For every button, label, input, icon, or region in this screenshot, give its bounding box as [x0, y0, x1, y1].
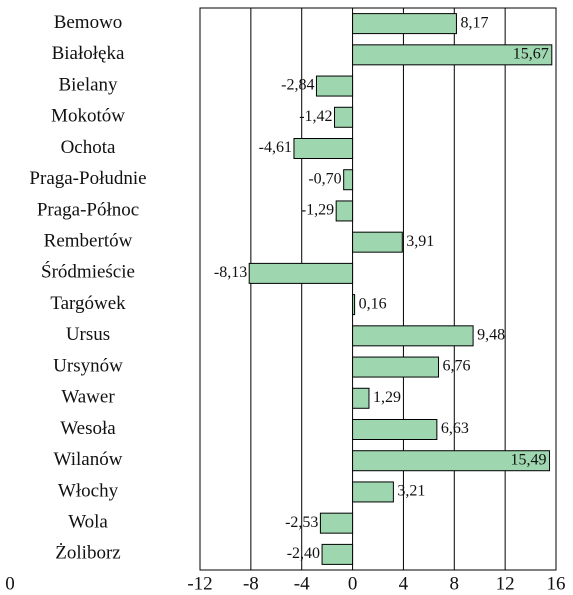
- y-tick-label: Żoliborz: [55, 543, 120, 564]
- value-label: 8,17: [460, 14, 488, 31]
- value-label: 9,48: [477, 327, 505, 344]
- y-tick-label: Bielany: [58, 74, 118, 95]
- y-tick-label: Targówek: [50, 293, 126, 314]
- value-label: 3,21: [397, 483, 425, 500]
- value-label: 15,67: [513, 46, 549, 63]
- bar: [315, 75, 354, 97]
- bar: [343, 169, 354, 191]
- x-tick-label: 8: [450, 573, 460, 594]
- x-tick-label: -8: [243, 573, 259, 594]
- y-tick-label: Bemowo: [54, 12, 123, 33]
- bar: [352, 231, 403, 253]
- value-label: -2,40: [287, 545, 320, 562]
- value-label: -8,13: [214, 264, 247, 281]
- y-tick-label: Mokotów: [51, 106, 125, 127]
- y-tick-label: Włochy: [58, 480, 119, 501]
- x-tick-label: 4: [399, 573, 409, 594]
- bar: [352, 387, 370, 409]
- x-tick-label: 12: [496, 573, 515, 594]
- value-label: 6,76: [443, 358, 471, 375]
- bar: [334, 106, 354, 128]
- value-label: 3,91: [406, 233, 434, 250]
- value-label: 1,29: [373, 389, 401, 406]
- bar: [352, 44, 553, 66]
- value-label: 15,49: [511, 451, 547, 468]
- bar: [319, 512, 354, 534]
- bar: [352, 481, 394, 503]
- y-tick-label: Praga-Północ: [37, 199, 139, 220]
- bar: [352, 294, 356, 316]
- y-tick-label: Praga-Południe: [29, 168, 146, 189]
- y-tick-label: Rembertów: [44, 231, 133, 252]
- corner-label: 0: [5, 573, 15, 594]
- y-tick-label: Śródmieście: [41, 261, 135, 283]
- value-label: -0,70: [308, 170, 341, 187]
- y-tick-label: Wawer: [61, 387, 115, 408]
- y-tick-label: Ochota: [61, 137, 116, 158]
- bar: [352, 356, 440, 378]
- y-tick-label: Ursus: [66, 324, 110, 345]
- x-tick-label: -4: [294, 573, 310, 594]
- value-label: 6,63: [441, 420, 469, 437]
- x-tick-label: 0: [348, 573, 358, 594]
- bar: [321, 543, 354, 565]
- bar: [293, 138, 354, 159]
- bar: [335, 200, 354, 222]
- value-label: -2,84: [281, 77, 314, 94]
- bar: [352, 419, 438, 440]
- y-tick-label: Wesoła: [60, 418, 116, 439]
- x-tick-label: -12: [187, 573, 212, 594]
- bar: [352, 450, 551, 472]
- value-label: -1,42: [299, 108, 332, 125]
- value-label: -2,53: [285, 514, 318, 531]
- value-label: -4,61: [259, 139, 292, 156]
- bar: [352, 13, 457, 35]
- bar: [248, 262, 354, 284]
- y-tick-label: Białołęka: [52, 43, 125, 64]
- value-label: 0,16: [359, 295, 387, 312]
- value-label: -1,29: [301, 202, 334, 219]
- bar: [352, 325, 474, 347]
- x-tick-label: 16: [547, 573, 566, 594]
- y-tick-label: Ursynów: [53, 355, 123, 376]
- y-tick-label: Wola: [68, 512, 108, 533]
- y-tick-label: Wilanów: [54, 449, 123, 470]
